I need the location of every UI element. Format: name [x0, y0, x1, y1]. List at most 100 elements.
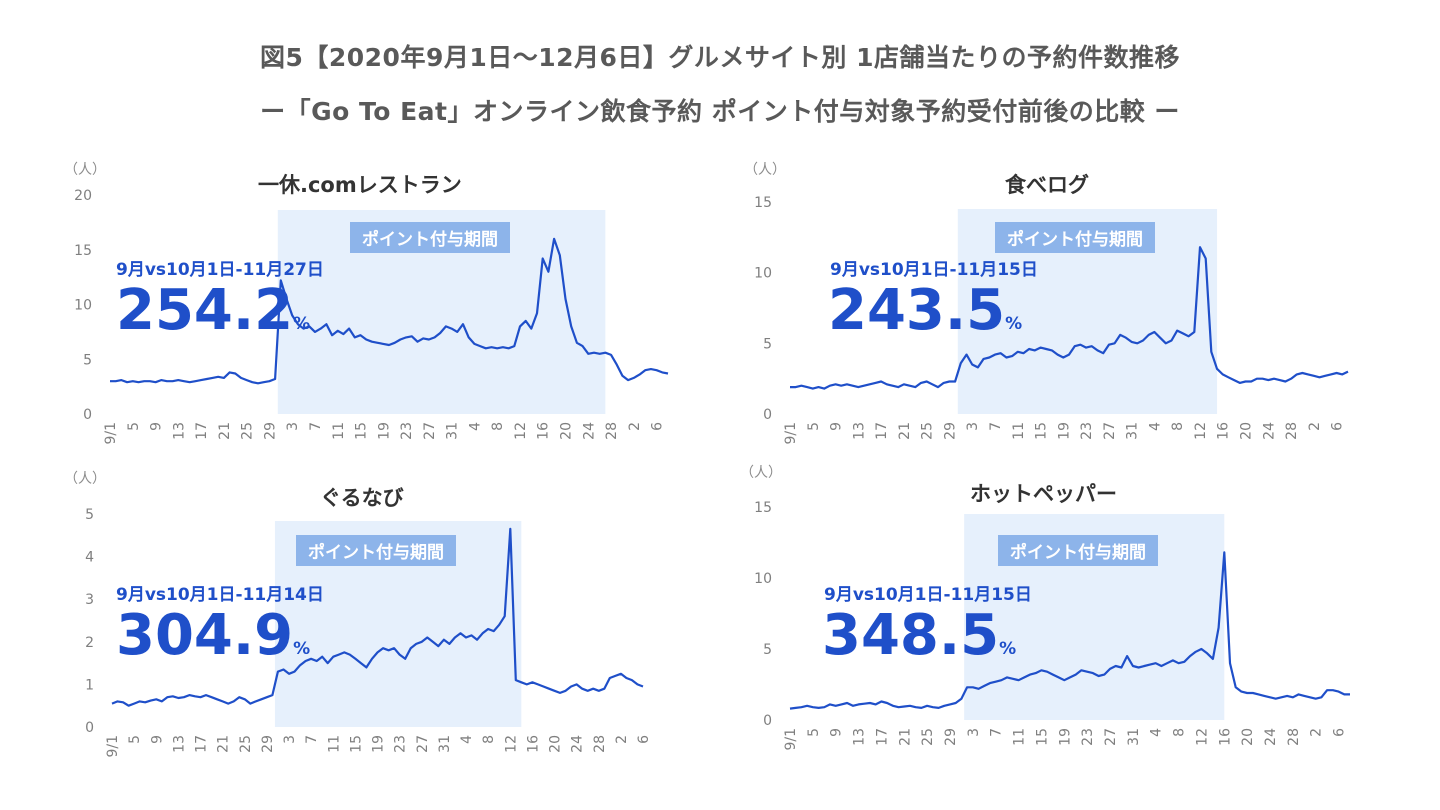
- point-period-badge: ポイント付与期間: [296, 535, 456, 566]
- x-tick-label: 11: [331, 422, 347, 440]
- x-tick-label: 7: [989, 728, 1005, 737]
- series-line: [790, 246, 1349, 390]
- x-tick-label: 19: [1057, 728, 1073, 746]
- chart-title: 一休.comレストラン: [258, 173, 462, 197]
- x-tick-label: 4: [1147, 422, 1163, 431]
- y-unit-label: （人）: [740, 465, 782, 481]
- x-tick-label: 19: [1056, 422, 1072, 440]
- x-tick-label: 16: [1217, 728, 1233, 746]
- x-tick-label: 25: [920, 728, 936, 746]
- x-tick-label: 3: [285, 422, 301, 431]
- figure-title: 図5【2020年9月1日〜12月6日】グルメサイト別 1店舗当たりの予約件数推移: [259, 43, 1181, 72]
- comparison-percent: 304.9%: [116, 608, 310, 664]
- y-tick-label: 0: [763, 713, 772, 729]
- comparison-label: 9月vs10月1日-11月27日: [116, 260, 324, 280]
- x-tick-label: 9: [149, 735, 165, 744]
- x-tick-label: 11: [326, 735, 342, 753]
- y-tick-label: 5: [85, 507, 94, 523]
- y-tick-label: 5: [763, 642, 772, 658]
- chart-panel-tabelog: 0 5 10 15 9/1 5 9 13 17 21 25 29 3 7 11 15 19 23 27 31 4 8 12 1…: [740, 155, 1349, 465]
- x-tick-label: 9: [149, 422, 165, 431]
- x-tick-label: 31: [1125, 422, 1141, 440]
- x-tick-label: 25: [920, 422, 936, 440]
- x-tick-label: 28: [592, 735, 608, 753]
- y-tick-label: 0: [763, 407, 772, 423]
- series-line: [110, 237, 669, 385]
- x-tick-label: 4: [459, 735, 475, 744]
- series-line: [789, 551, 1350, 710]
- x-tick-label: 4: [467, 422, 483, 431]
- y-tick-label: 10: [754, 266, 772, 282]
- x-tick-label: 9/1: [105, 735, 121, 758]
- x-tick-label: 29: [943, 728, 959, 746]
- y-tick-label: 15: [754, 195, 772, 211]
- x-tick-label: 23: [393, 735, 409, 753]
- x-tick-label: 29: [262, 422, 278, 440]
- comparison-value: 254.2: [116, 278, 294, 343]
- x-tick-label: 24: [570, 735, 586, 753]
- x-tick-label: 11: [1012, 728, 1028, 746]
- x-tick-label: 21: [897, 728, 913, 746]
- x-tick-label: 28: [604, 422, 620, 440]
- comparison-value: 348.5: [822, 603, 1000, 668]
- x-tick-label: 31: [437, 735, 453, 753]
- x-tick-label: 21: [216, 735, 232, 753]
- x-tick-label: 24: [1261, 422, 1277, 440]
- y-tick-label: 10: [754, 571, 772, 587]
- x-tick-label: 6: [636, 735, 652, 744]
- x-tick-label: 27: [1102, 422, 1118, 440]
- y-tick-label: 10: [74, 298, 92, 314]
- percent-unit: %: [293, 314, 311, 334]
- comparison-label: 9月vs10月1日-11月15日: [824, 585, 1032, 605]
- x-tick-label: 15: [354, 422, 370, 440]
- comparison-value: 243.5: [828, 278, 1006, 343]
- x-tick-label: 27: [422, 422, 438, 440]
- y-tick-label: 4: [85, 550, 94, 566]
- x-tick-label: 5: [127, 735, 143, 744]
- x-tick-label: 29: [942, 422, 958, 440]
- x-tick-label: 9/1: [783, 422, 799, 445]
- series-line: [111, 527, 644, 707]
- x-tick-label: 12: [1194, 728, 1210, 746]
- x-tick-label: 31: [1126, 728, 1142, 746]
- x-tick-label: 6: [650, 422, 666, 431]
- x-tick-label: 21: [217, 422, 233, 440]
- point-period-badge: ポイント付与期間: [350, 222, 510, 253]
- x-tick-label: 28: [1286, 728, 1302, 746]
- y-tick-label: 15: [74, 243, 92, 259]
- x-tick-label: 28: [1284, 422, 1300, 440]
- x-tick-label: 9: [829, 422, 845, 431]
- comparison-percent: 348.5%: [822, 608, 1016, 664]
- x-tick-label: 7: [304, 735, 320, 744]
- point-period-badge: ポイント付与期間: [998, 535, 1158, 566]
- y-unit-label: （人）: [64, 471, 106, 487]
- x-tick-label: 20: [559, 422, 575, 440]
- x-tick-label: 15: [1034, 422, 1050, 440]
- x-tick-label: 24: [1263, 728, 1279, 746]
- x-tick-label: 15: [1034, 728, 1050, 746]
- x-tick-label: 9/1: [103, 422, 119, 445]
- x-tick-label: 29: [260, 735, 276, 753]
- comparison-percent: 254.2%: [116, 283, 310, 339]
- x-tick-label: 20: [1239, 422, 1255, 440]
- x-tick-label: 19: [376, 422, 392, 440]
- x-tick-label: 23: [1079, 422, 1095, 440]
- x-tick-label: 21: [897, 422, 913, 440]
- comparison-value: 304.9: [116, 603, 294, 668]
- x-tick-label: 19: [371, 735, 387, 753]
- x-tick-label: 7: [308, 422, 324, 431]
- x-tick-label: 13: [852, 728, 868, 746]
- x-tick-label: 4: [1149, 728, 1165, 737]
- x-tick-label: 12: [513, 422, 529, 440]
- percent-unit: %: [293, 639, 311, 659]
- comparison-label: 9月vs10月1日-11月14日: [116, 585, 324, 605]
- x-tick-label: 15: [348, 735, 364, 753]
- chart-title: ホットペッパー: [970, 482, 1117, 506]
- x-tick-label: 11: [1011, 422, 1027, 440]
- x-tick-label: 13: [171, 735, 187, 753]
- x-tick-label: 27: [415, 735, 431, 753]
- x-tick-label: 16: [1216, 422, 1232, 440]
- percent-unit: %: [999, 639, 1017, 659]
- x-tick-label: 8: [1170, 422, 1186, 431]
- x-tick-label: 5: [806, 422, 822, 431]
